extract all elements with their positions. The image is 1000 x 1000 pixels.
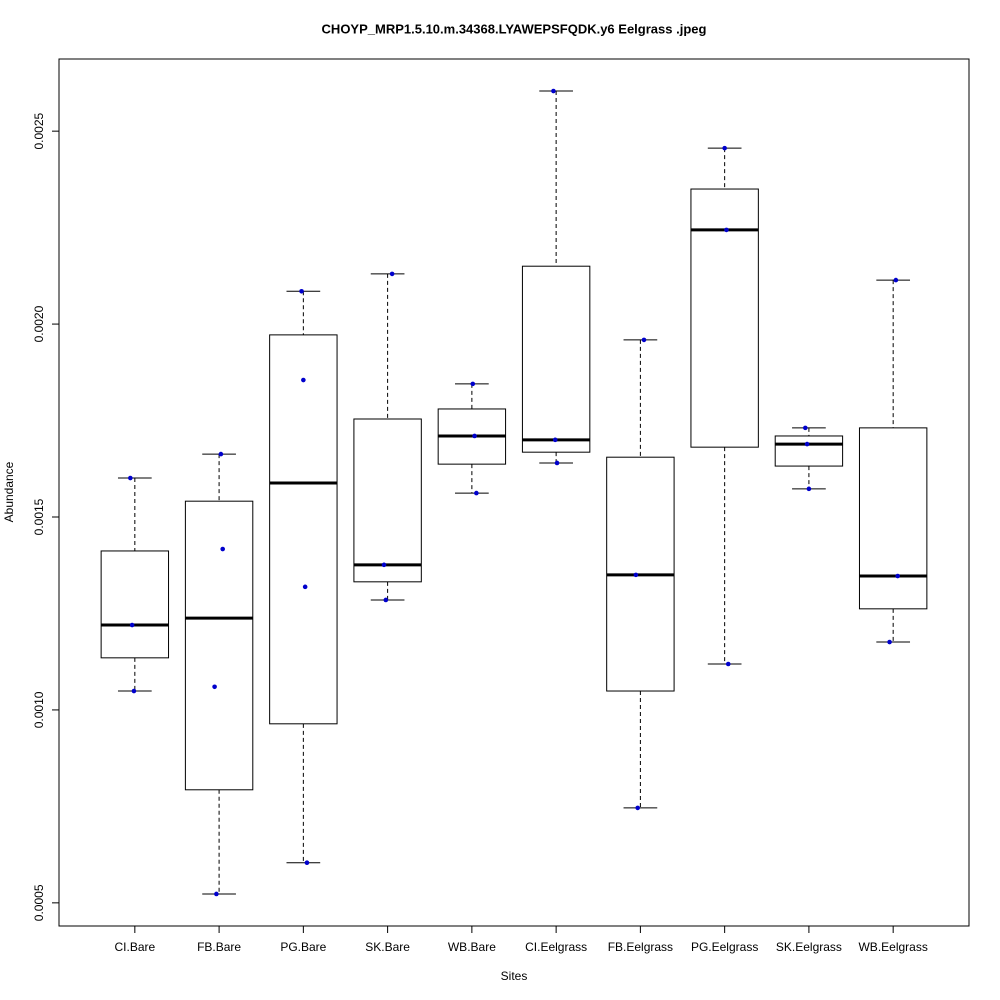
data-point [299, 288, 304, 294]
box [353, 418, 422, 583]
x-tick-label: FB.Bare [197, 940, 241, 954]
data-point [389, 271, 395, 277]
data-point [128, 475, 133, 481]
data-point [804, 441, 810, 447]
data-point [472, 433, 477, 439]
chart-title: CHOYP_MRP1.5.10.m.34368.LYAWEPSFQDK.y6 E… [322, 21, 707, 36]
data-point [803, 425, 808, 431]
box [774, 435, 844, 467]
data-point [304, 860, 310, 866]
data-point [893, 277, 899, 283]
data-point [887, 639, 892, 645]
data-point [722, 145, 727, 151]
x-tick-label: PG.Bare [280, 940, 326, 954]
x-axis-label: Sites [501, 969, 528, 983]
x-tick-label: SK.Eelgrass [776, 940, 842, 954]
data-point [214, 891, 219, 897]
y-axis-label: Abundance [2, 461, 16, 522]
box [690, 188, 759, 448]
data-point [641, 337, 647, 343]
data-point [301, 377, 306, 383]
data-point [725, 661, 731, 667]
box [858, 427, 928, 610]
data-point [552, 437, 558, 443]
x-tick-label: CI.Bare [114, 940, 155, 954]
x-tick-label: WB.Bare [448, 940, 496, 954]
x-tick-label: FB.Eelgrass [608, 940, 673, 954]
x-tick-label: WB.Eelgrass [858, 940, 927, 954]
data-point [381, 562, 387, 568]
y-tick-label: 0.0020 [32, 305, 46, 342]
y-tick-label: 0.0025 [32, 112, 46, 149]
data-point [635, 805, 640, 811]
x-tick-label: SK.Bare [365, 940, 410, 954]
data-point [129, 622, 135, 628]
box [184, 500, 254, 791]
box [521, 265, 591, 453]
data-point [895, 573, 900, 579]
plot-frame [58, 58, 970, 927]
data-point [806, 486, 812, 492]
data-point [470, 381, 476, 387]
data-point [474, 490, 479, 496]
data-point [633, 572, 639, 578]
data-point [551, 88, 556, 94]
y-tick-label: 0.0015 [32, 498, 46, 535]
data-point [131, 688, 137, 694]
data-point [302, 584, 308, 590]
data-point [212, 684, 217, 690]
x-tick-label: PG.Eelgrass [691, 940, 758, 954]
data-point [554, 460, 560, 466]
data-point [218, 451, 224, 457]
data-point [383, 597, 389, 603]
data-point [220, 546, 225, 552]
y-tick-label: 0.0005 [32, 884, 46, 921]
box [269, 334, 338, 725]
data-point [724, 227, 729, 233]
box [100, 550, 170, 659]
y-tick-label: 0.0010 [32, 691, 46, 728]
x-tick-label: CI.Eelgrass [525, 940, 587, 954]
